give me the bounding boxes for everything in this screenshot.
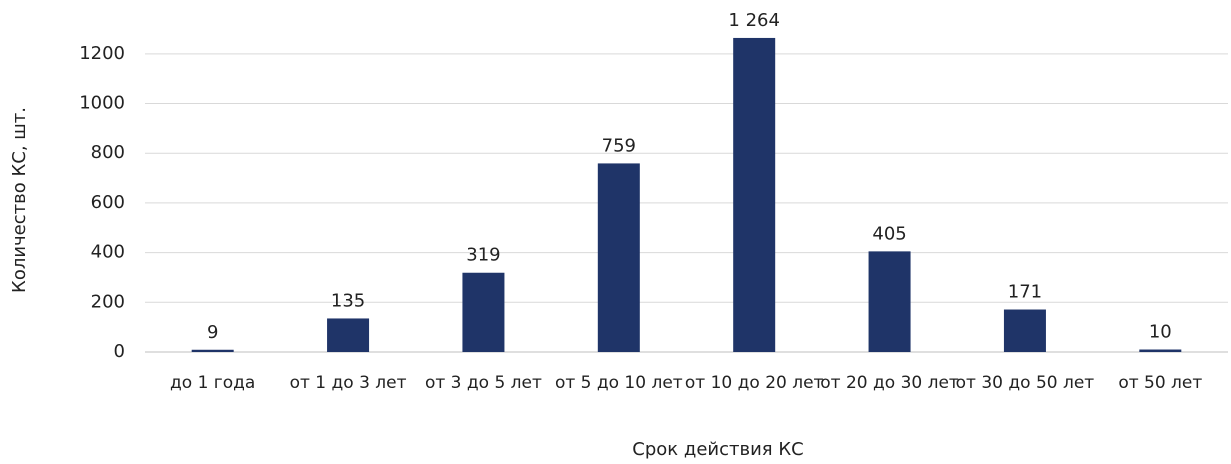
- data-label: 759: [602, 135, 636, 156]
- x-tick-label: до 1 года: [142, 372, 284, 394]
- y-tick-label: 200: [91, 291, 125, 312]
- x-tick-label: от 20 до 30 лет: [819, 372, 961, 394]
- bar: [1139, 350, 1181, 352]
- bar: [327, 318, 369, 352]
- bar: [462, 273, 504, 352]
- bar: [869, 251, 911, 352]
- bar: [598, 163, 640, 352]
- data-label: 135: [331, 290, 365, 311]
- data-label: 319: [466, 245, 500, 266]
- data-label: 9: [207, 322, 218, 343]
- x-tick-label: от 1 до 3 лет: [277, 372, 419, 394]
- data-label: 405: [872, 223, 906, 244]
- data-label: 10: [1149, 322, 1172, 343]
- chart: Количество КС, шт. Срок действия КС 0 200…: [0, 0, 1231, 464]
- x-tick-label: от 3 до 5 лет: [412, 372, 554, 394]
- x-tick-label: от 10 до 20 лет: [683, 372, 825, 394]
- data-label: 1 264: [728, 10, 780, 31]
- y-tick-label: 1200: [79, 43, 125, 64]
- y-tick-label: 400: [91, 242, 125, 263]
- y-tick-label: 1000: [79, 93, 125, 114]
- y-tick-label: 800: [91, 142, 125, 163]
- data-label: 171: [1008, 282, 1042, 303]
- y-tick-label: 0: [114, 341, 125, 362]
- y-axis-label: Количество КС, шт.: [9, 107, 30, 293]
- bar: [192, 350, 234, 352]
- chart-area: Количество КС, шт. Срок действия КС 0 200…: [0, 0, 1231, 464]
- bar: [733, 38, 775, 352]
- y-tick-label: 600: [91, 192, 125, 213]
- x-axis-label: Срок действия КС: [632, 439, 803, 460]
- x-tick-label: от 50 лет: [1089, 372, 1231, 394]
- x-tick-label: от 30 до 50 лет: [954, 372, 1096, 394]
- bar: [1004, 310, 1046, 352]
- x-tick-label: от 5 до 10 лет: [548, 372, 690, 394]
